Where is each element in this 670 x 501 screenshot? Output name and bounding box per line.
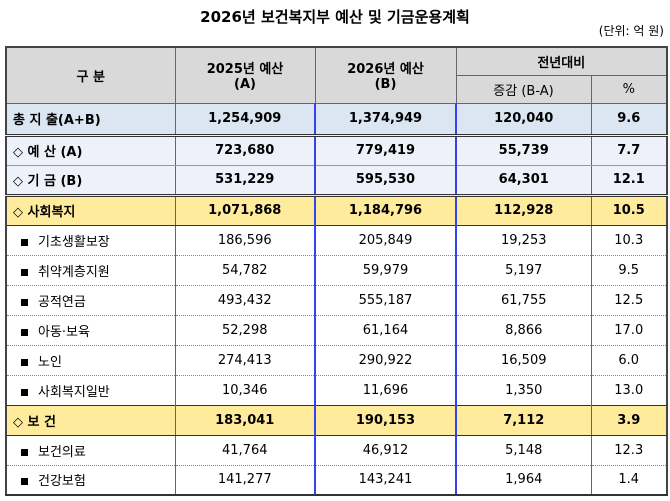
bullet-icon: [21, 478, 28, 486]
value-pct: 12.5: [590, 285, 668, 316]
header-pct: %: [590, 74, 668, 104]
value-pct: 12.3: [590, 435, 668, 466]
value-2025: 141,277: [174, 465, 316, 496]
value-diff: 19,253: [455, 225, 592, 256]
value-diff: 61,755: [455, 285, 592, 316]
header-diff: 증감 (B-A): [455, 74, 592, 104]
value-diff: 16,509: [455, 345, 592, 376]
bullet-icon: [21, 238, 28, 246]
table-row: 공적연금 493,432 555,187 61,755 12.5: [5, 285, 668, 316]
value-2026: 595,530: [314, 165, 457, 197]
value-2025: 186,596: [174, 225, 316, 256]
value-diff: 64,301: [455, 165, 592, 197]
value-diff: 112,928: [455, 194, 592, 226]
value-diff: 5,197: [455, 255, 592, 286]
value-2026: 205,849: [314, 225, 457, 256]
value-diff: 8,866: [455, 315, 592, 346]
value-diff: 7,112: [455, 404, 592, 436]
bullet-icon: [21, 268, 28, 276]
value-pct: 13.0: [590, 375, 668, 406]
table-row: 노인 274,413 290,922 16,509 6.0: [5, 345, 668, 376]
value-2025: 723,680: [174, 135, 316, 166]
table-row: 아동·보육 52,298 61,164 8,866 17.0: [5, 315, 668, 346]
value-2025: 54,782: [174, 255, 316, 286]
row-label: ◇ 보 건: [5, 404, 176, 436]
value-2026: 779,419: [314, 135, 457, 166]
value-diff: 1,964: [455, 465, 592, 496]
value-pct: 17.0: [590, 315, 668, 346]
bullet-icon: [21, 358, 28, 366]
table-row: 건강보험 141,277 143,241 1,964 1.4: [5, 465, 668, 496]
value-pct: 3.9: [590, 404, 668, 436]
row-label: 건강보험: [5, 465, 176, 496]
row-label: 기초생활보장: [5, 225, 176, 256]
row-label: ◇ 사회복지: [5, 194, 176, 226]
header-2026: 2026년 예산 (B): [314, 46, 457, 104]
value-2025: 10,346: [174, 375, 316, 406]
value-pct: 12.1: [590, 165, 668, 197]
value-diff: 55,739: [455, 135, 592, 166]
bullet-icon: [21, 298, 28, 306]
header-category: 구 분: [5, 46, 176, 104]
value-2026: 1,184,796: [314, 194, 457, 226]
value-pct: 1.4: [590, 465, 668, 496]
table-row: 보건의료 41,764 46,912 5,148 12.3: [5, 435, 668, 466]
table-row: ◇ 예 산 (A) 723,680 779,419 55,739 7.7: [5, 135, 668, 166]
table-row: ◇ 보 건 183,041 190,153 7,112 3.9: [5, 404, 668, 436]
row-label: 총 지 출(A+B): [5, 103, 176, 137]
value-diff: 1,350: [455, 375, 592, 406]
bullet-icon: [21, 388, 28, 396]
value-2026: 11,696: [314, 375, 457, 406]
value-2025: 493,432: [174, 285, 316, 316]
value-2026: 143,241: [314, 465, 457, 496]
bullet-icon: [21, 448, 28, 456]
row-label: 사회복지일반: [5, 375, 176, 406]
value-2026: 59,979: [314, 255, 457, 286]
value-2025: 1,254,909: [174, 103, 316, 137]
value-2026: 1,374,949: [314, 103, 457, 137]
row-label: 공적연금: [5, 285, 176, 316]
value-pct: 9.5: [590, 255, 668, 286]
page-title: 2026년 보건복지부 예산 및 기금운용계획: [200, 8, 470, 26]
table-row: 기초생활보장 186,596 205,849 19,253 10.3: [5, 225, 668, 256]
row-label: 취약계층지원: [5, 255, 176, 286]
value-2026: 555,187: [314, 285, 457, 316]
table-row: ◇ 사회복지 1,071,868 1,184,796 112,928 10.5: [5, 194, 668, 226]
value-2025: 52,298: [174, 315, 316, 346]
row-label: 아동·보육: [5, 315, 176, 346]
table-row: ◇ 기 금 (B) 531,229 595,530 64,301 12.1: [5, 165, 668, 197]
value-2026: 46,912: [314, 435, 457, 466]
value-2025: 1,071,868: [174, 194, 316, 226]
table-row: 취약계층지원 54,782 59,979 5,197 9.5: [5, 255, 668, 286]
unit-label: (단위: 억 원): [598, 24, 664, 38]
budget-table: 구 분 2025년 예산 (A) 2026년 예산 (B) 전년대비 증감 (B-A…: [5, 46, 668, 496]
value-2025: 274,413: [174, 345, 316, 376]
value-pct: 9.6: [590, 103, 668, 137]
value-diff: 5,148: [455, 435, 592, 466]
value-pct: 7.7: [590, 135, 668, 166]
header-yoy: 전년대비: [455, 46, 668, 76]
value-pct: 6.0: [590, 345, 668, 376]
value-2025: 41,764: [174, 435, 316, 466]
value-pct: 10.3: [590, 225, 668, 256]
value-2026: 61,164: [314, 315, 457, 346]
table-row: 사회복지일반 10,346 11,696 1,350 13.0: [5, 375, 668, 406]
value-2025: 531,229: [174, 165, 316, 197]
bullet-icon: [21, 328, 28, 336]
row-label: 보건의료: [5, 435, 176, 466]
header-2025: 2025년 예산 (A): [174, 46, 316, 104]
table-row: 총 지 출(A+B) 1,254,909 1,374,949 120,040 9…: [5, 103, 668, 137]
row-label: 노인: [5, 345, 176, 376]
value-2025: 183,041: [174, 404, 316, 436]
value-2026: 290,922: [314, 345, 457, 376]
row-label: ◇ 예 산 (A): [5, 135, 176, 166]
value-2026: 190,153: [314, 404, 457, 436]
value-diff: 120,040: [455, 103, 592, 137]
value-pct: 10.5: [590, 194, 668, 226]
row-label: ◇ 기 금 (B): [5, 165, 176, 197]
